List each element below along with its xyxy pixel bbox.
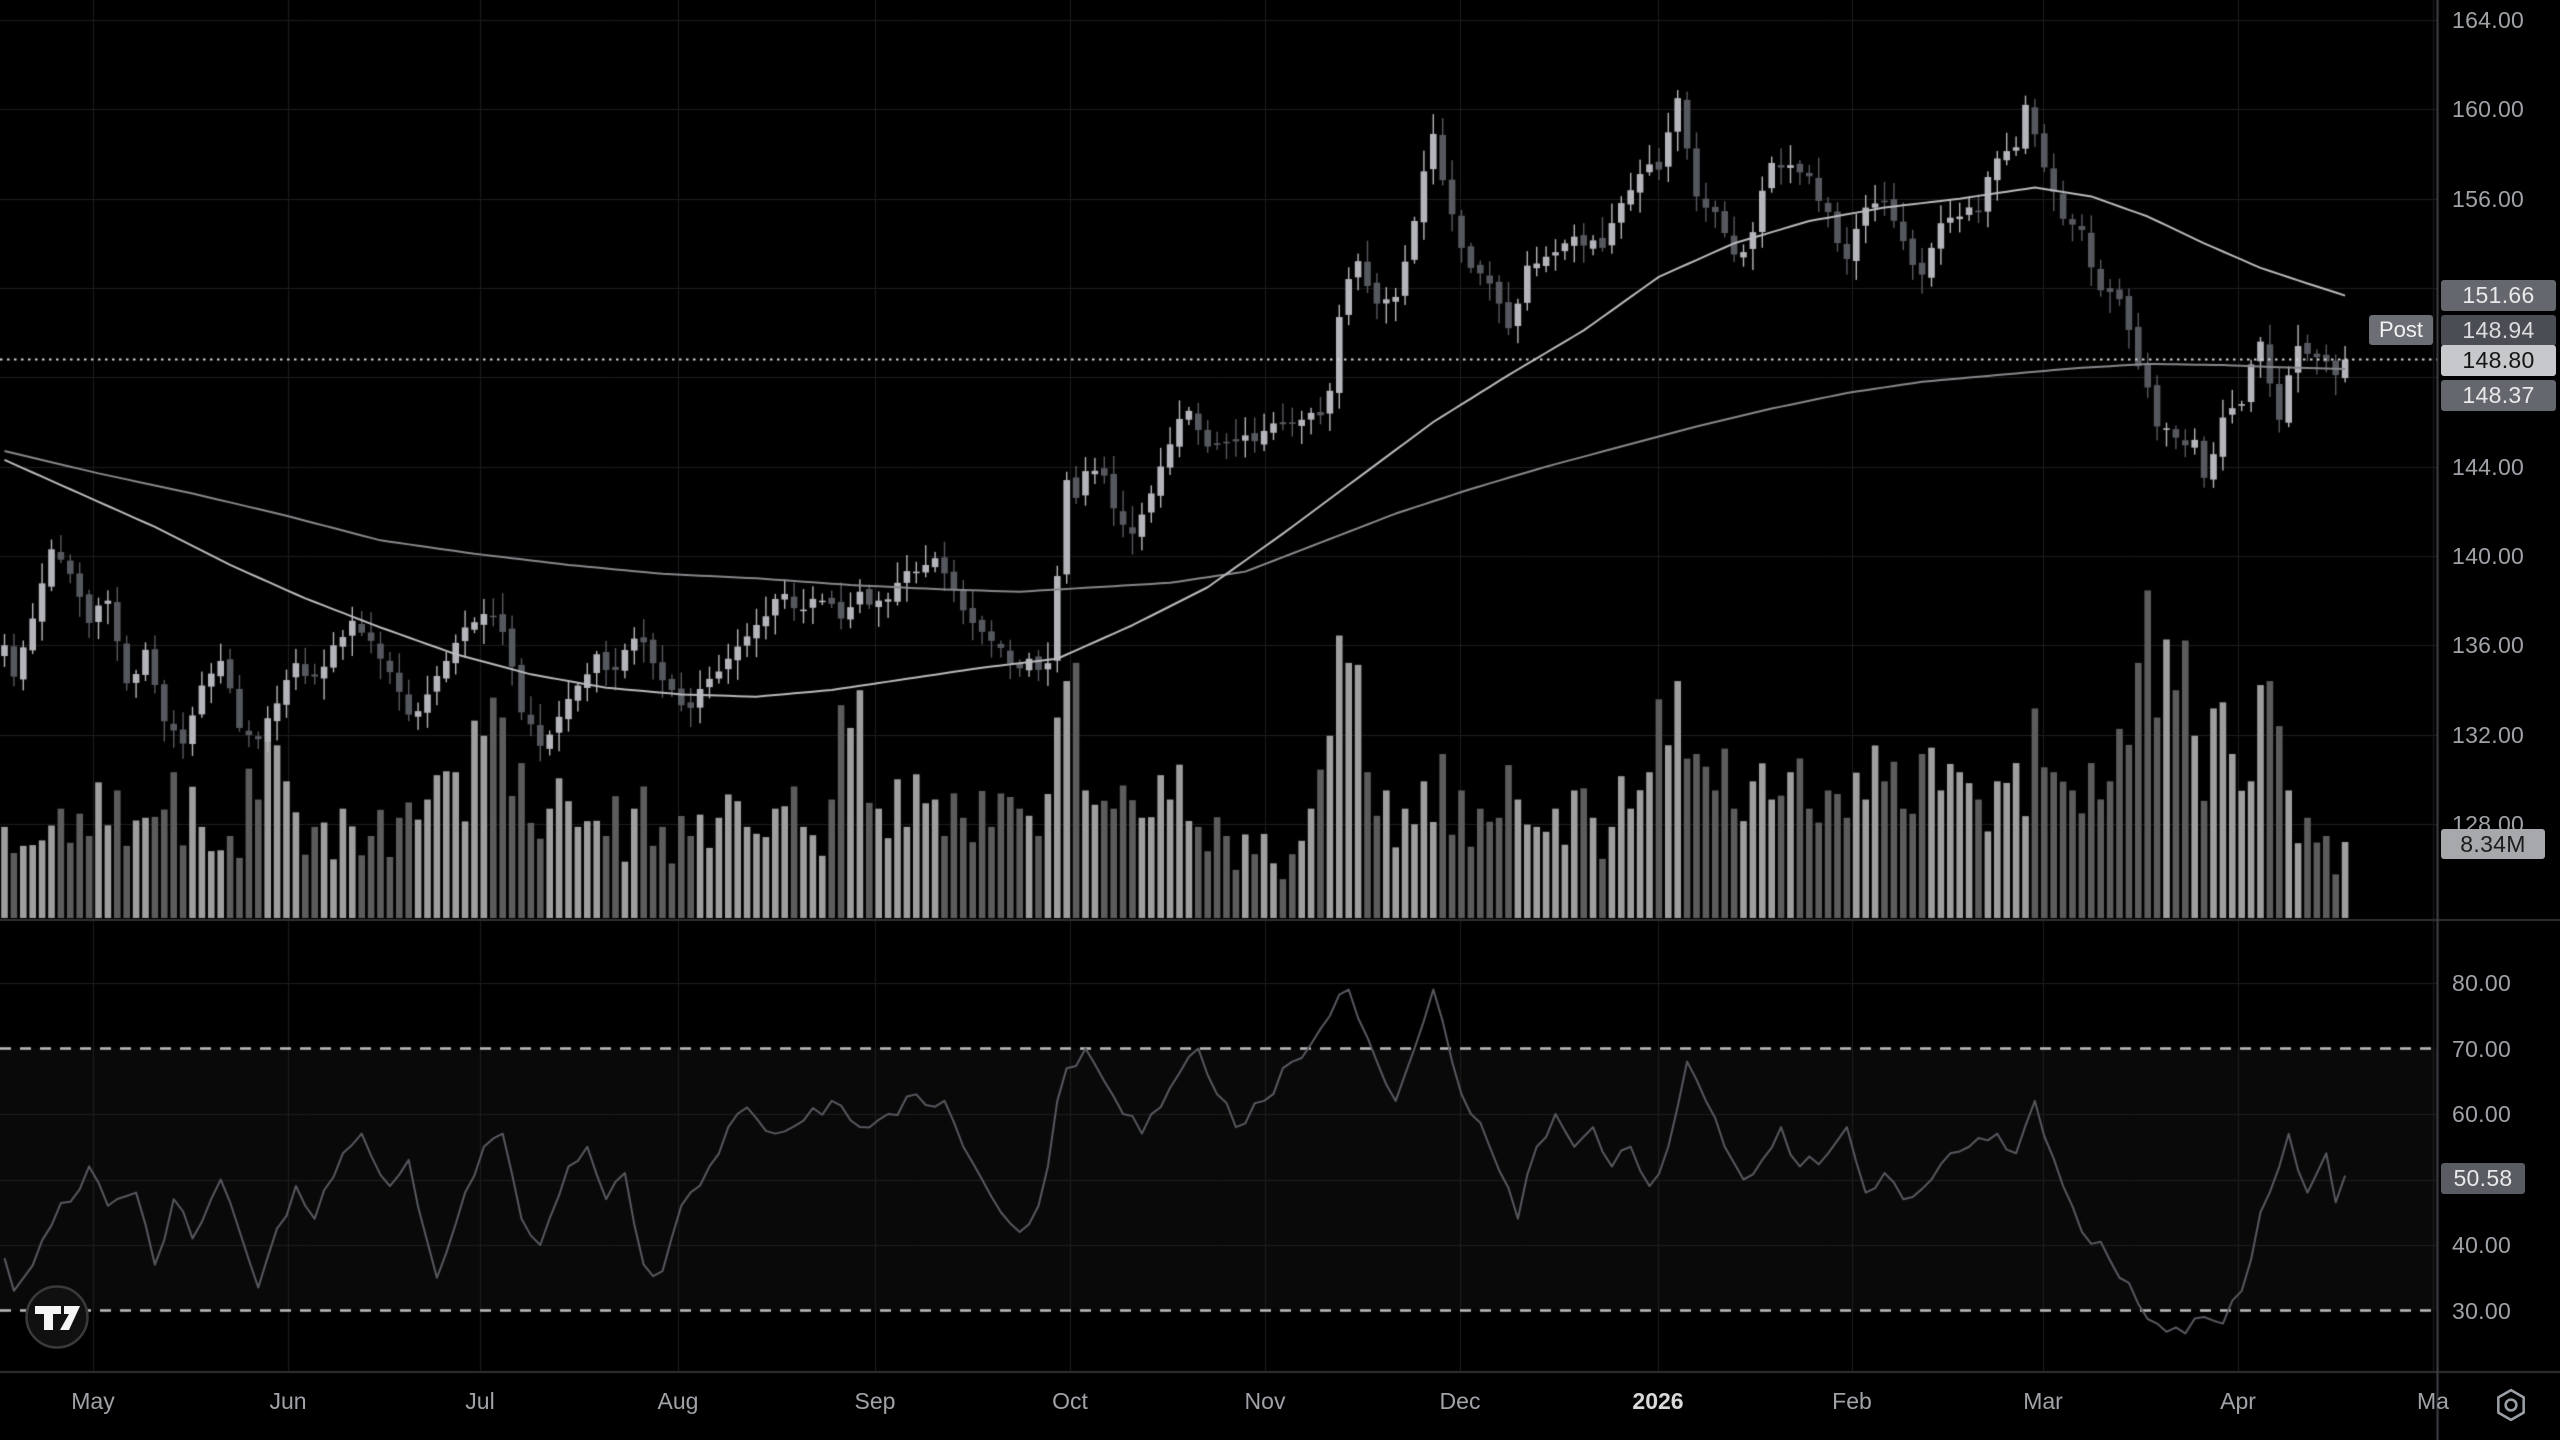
time-axis[interactable]: May Jun Jul Aug Sep Oct Nov Dec 2026 Feb Mar Apr Ma	[0, 1372, 2560, 1440]
rsi-tick: 60.00	[2452, 1101, 2512, 1127]
price-tick: 140.00	[2452, 542, 2525, 569]
time-label-jun: Jun	[269, 1388, 307, 1414]
price-tick: 132.00	[2452, 721, 2525, 748]
volume-value-label: 8.34M	[2441, 829, 2545, 859]
price-tick: 144.00	[2452, 453, 2525, 480]
last-price-label: 148.80	[2441, 345, 2556, 376]
price-tick: 136.00	[2452, 632, 2525, 659]
price-tick: 160.00	[2452, 96, 2525, 123]
time-label-apr: Apr	[2220, 1388, 2256, 1414]
session-settings-icon[interactable]	[2492, 1386, 2530, 1424]
time-label-sep: Sep	[854, 1388, 896, 1414]
tradingview-logo[interactable]	[22, 1282, 92, 1352]
time-label-dec: Dec	[1439, 1388, 1481, 1414]
rsi-tick: 30.00	[2452, 1297, 2512, 1324]
post-market-price-label: 148.94	[2441, 315, 2556, 346]
time-label-feb: Feb	[1832, 1388, 1872, 1414]
time-label-jul: Jul	[465, 1388, 495, 1414]
time-label-nov: Nov	[1244, 1388, 1286, 1414]
ma-fast-value-label: 151.66	[2441, 280, 2556, 311]
time-label-mar: Mar	[2023, 1388, 2063, 1414]
time-label-oct: Oct	[1052, 1388, 1088, 1414]
time-label-2026: 2026	[1632, 1388, 1684, 1414]
time-label-may: May	[71, 1388, 115, 1414]
post-market-badge: Post	[2369, 315, 2433, 345]
rsi-tick: 80.00	[2452, 970, 2512, 996]
rsi-value-label: 50.58	[2441, 1163, 2525, 1194]
price-tick: 156.00	[2452, 185, 2525, 212]
rsi-tick: 40.00	[2452, 1232, 2512, 1258]
price-tick: 164.00	[2452, 7, 2525, 33]
time-label-aug: Aug	[657, 1388, 699, 1414]
ma-slow-value-label: 148.37	[2441, 380, 2556, 411]
time-label-ma: Ma	[2417, 1388, 2449, 1414]
rsi-tick: 70.00	[2452, 1035, 2512, 1062]
